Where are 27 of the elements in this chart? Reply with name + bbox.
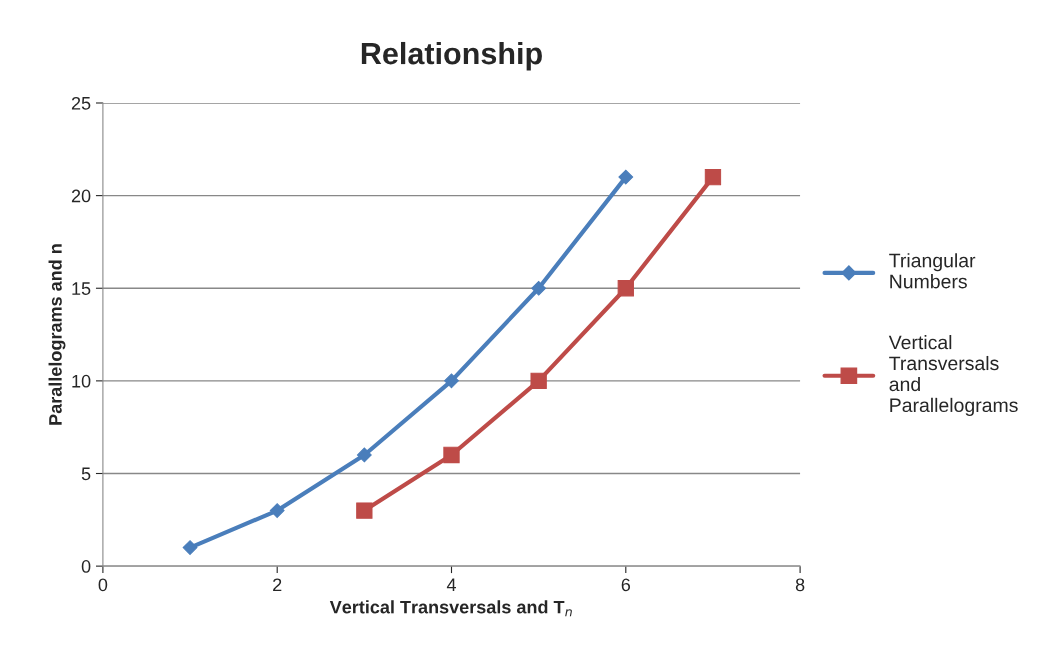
y-axis-title: Parallelograms and n xyxy=(48,244,66,425)
y-tick-label: 0 xyxy=(81,560,91,573)
point xyxy=(618,169,634,185)
point xyxy=(356,447,372,463)
x-axis-title: Vertical Transversals and T$_{n}$ xyxy=(329,600,572,617)
point xyxy=(530,372,547,390)
legend-label: Triangular Numbers xyxy=(889,253,976,289)
y-tick-label: 10 xyxy=(72,374,91,388)
x-tick-label: 6 xyxy=(621,578,631,592)
x-tick-label: 8 xyxy=(795,578,805,592)
point xyxy=(617,280,634,297)
y-tick-label: 15 xyxy=(72,282,91,295)
point xyxy=(182,540,198,555)
point xyxy=(443,446,460,464)
point xyxy=(531,280,547,296)
x-tick-label: 2 xyxy=(273,578,282,592)
x-tick-label: 4 xyxy=(446,578,456,592)
x-tick-label: 0 xyxy=(98,578,108,592)
point xyxy=(269,503,285,518)
chart-title: Relationship xyxy=(361,41,542,71)
point xyxy=(704,168,722,186)
y-tick-label: 25 xyxy=(71,96,91,110)
y-tick-label: 20 xyxy=(71,189,91,203)
point xyxy=(356,502,373,519)
point xyxy=(444,373,459,389)
legend-label: Vertical Transversals and Parallelograms xyxy=(888,335,1018,416)
y-tick-label: 5 xyxy=(81,467,91,481)
